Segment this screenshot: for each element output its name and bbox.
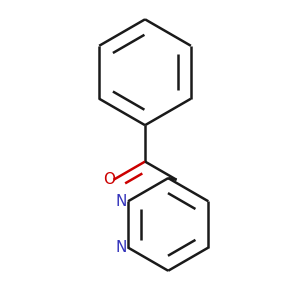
Text: N: N (115, 194, 127, 209)
Text: N: N (115, 240, 127, 255)
Text: O: O (103, 172, 115, 187)
